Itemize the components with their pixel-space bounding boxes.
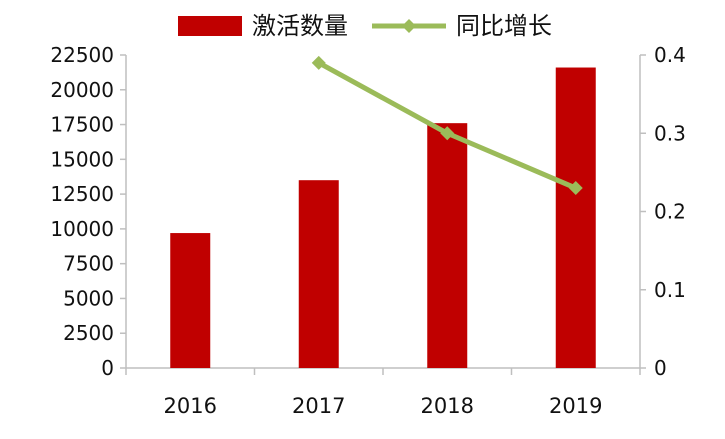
left-tick-label: 20000 (50, 78, 114, 102)
line-marker (440, 126, 455, 141)
left-tick-label: 10000 (50, 217, 114, 241)
x-tick-label: 2017 (292, 394, 345, 418)
bar (427, 123, 468, 368)
left-y-axis: 0 2500 5000 7500 10000 12500 15000 17500 20000 22… (50, 43, 127, 380)
left-tick-label: 0 (101, 356, 114, 380)
legend-label-line: 同比增长 (456, 12, 552, 40)
bar (298, 180, 339, 368)
line-series (311, 55, 583, 196)
legend-marker-line (402, 19, 416, 33)
x-tick-label: 2019 (549, 394, 602, 418)
legend-label-bar: 激活数量 (252, 12, 348, 40)
line-marker (311, 55, 326, 70)
left-tick-label: 22500 (50, 43, 114, 67)
bar (555, 67, 596, 369)
right-tick-label: 0 (654, 356, 667, 380)
right-tick-label: 0.3 (654, 121, 686, 145)
right-tick-label: 0.4 (654, 43, 686, 67)
line-marker (568, 181, 583, 196)
right-tick-label: 0.2 (654, 200, 686, 224)
left-tick-label: 5000 (63, 286, 114, 310)
x-tick-label: 2016 (164, 394, 217, 418)
right-tick-label: 0.1 (654, 278, 686, 302)
left-tick-label: 12500 (50, 182, 114, 206)
left-tick-label: 7500 (63, 252, 114, 276)
left-tick-label: 2500 (63, 321, 114, 345)
left-tick-label: 17500 (50, 113, 114, 137)
legend-swatch-bar (178, 16, 242, 36)
x-tick-label: 2018 (421, 394, 474, 418)
left-tick-label: 15000 (50, 147, 114, 171)
right-y-axis: 0 0.1 0.2 0.3 0.4 (639, 43, 686, 380)
bar (170, 233, 211, 368)
bar-series (170, 67, 596, 369)
x-axis: 2016 2017 2018 2019 (125, 367, 641, 418)
legend: 激活数量 同比增长 (178, 12, 552, 40)
